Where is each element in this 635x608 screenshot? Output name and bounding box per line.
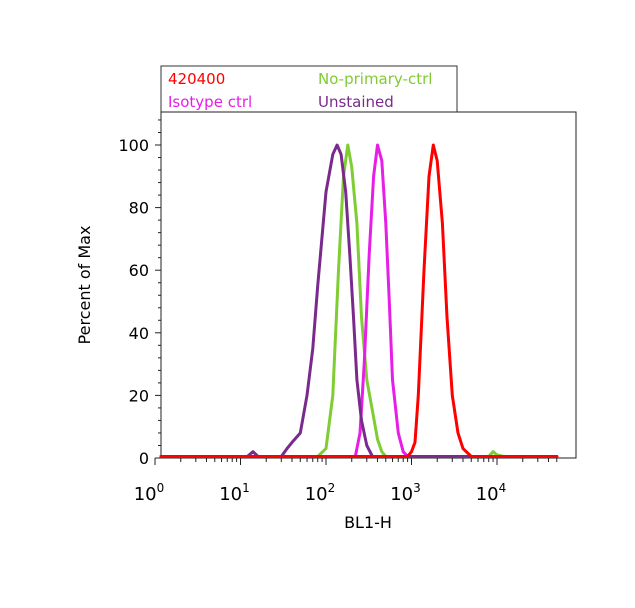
x-tick-label: 101 xyxy=(219,481,250,505)
y-tick-label: 80 xyxy=(129,199,149,218)
series-group xyxy=(159,143,559,458)
y-tick-label: 20 xyxy=(129,386,149,405)
x-axis: 100 101 102 103 104 xyxy=(134,458,558,505)
x-tick-label: 103 xyxy=(390,481,421,505)
y-tick-label: 60 xyxy=(129,261,149,280)
y-axis: 0 20 40 60 80 100 xyxy=(118,119,161,468)
legend-entry-unstained: Unstained xyxy=(318,93,394,111)
legend-entry-420400: 420400 xyxy=(168,70,225,88)
legend-entry-isotype-ctrl: Isotype ctrl xyxy=(168,93,252,111)
series-line-unstained xyxy=(159,143,559,458)
y-tick-label: 100 xyxy=(118,136,149,155)
x-tick-label: 104 xyxy=(476,481,507,505)
y-axis-label: Percent of Max xyxy=(75,226,94,345)
x-tick-label: 102 xyxy=(305,481,336,505)
legend-entry-no-primary-ctrl: No-primary-ctrl xyxy=(318,70,432,88)
x-tick-label: 100 xyxy=(134,481,165,505)
y-tick-label: 40 xyxy=(129,324,149,343)
y-tick-label: 0 xyxy=(139,449,149,468)
legend-box xyxy=(160,65,458,113)
x-axis-label: BL1-H xyxy=(344,513,392,532)
series-line-420400 xyxy=(159,143,559,458)
